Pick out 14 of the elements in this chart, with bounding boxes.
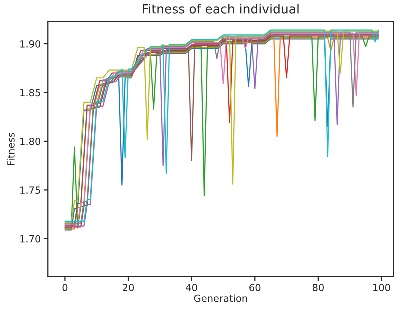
x-tick-label: 40 <box>186 284 198 292</box>
y-tick-label: 1.85 <box>20 89 40 97</box>
x-tick-label: 80 <box>312 284 324 292</box>
y-tick-label: 1.90 <box>20 40 41 48</box>
x-axis-title: Generation <box>194 294 248 302</box>
y-tick-label: 1.80 <box>20 138 41 146</box>
x-tick-label: 100 <box>374 284 390 292</box>
y-tick-label: 1.75 <box>20 186 40 194</box>
x-tick-label: 20 <box>123 284 134 292</box>
x-tick-label: 0 <box>62 284 68 292</box>
y-axis-title: Fitness <box>7 133 15 166</box>
x-tick-label: 60 <box>250 284 261 292</box>
chart-title: Fitness of each individual <box>143 4 299 14</box>
y-tick-label: 1.70 <box>20 235 41 243</box>
